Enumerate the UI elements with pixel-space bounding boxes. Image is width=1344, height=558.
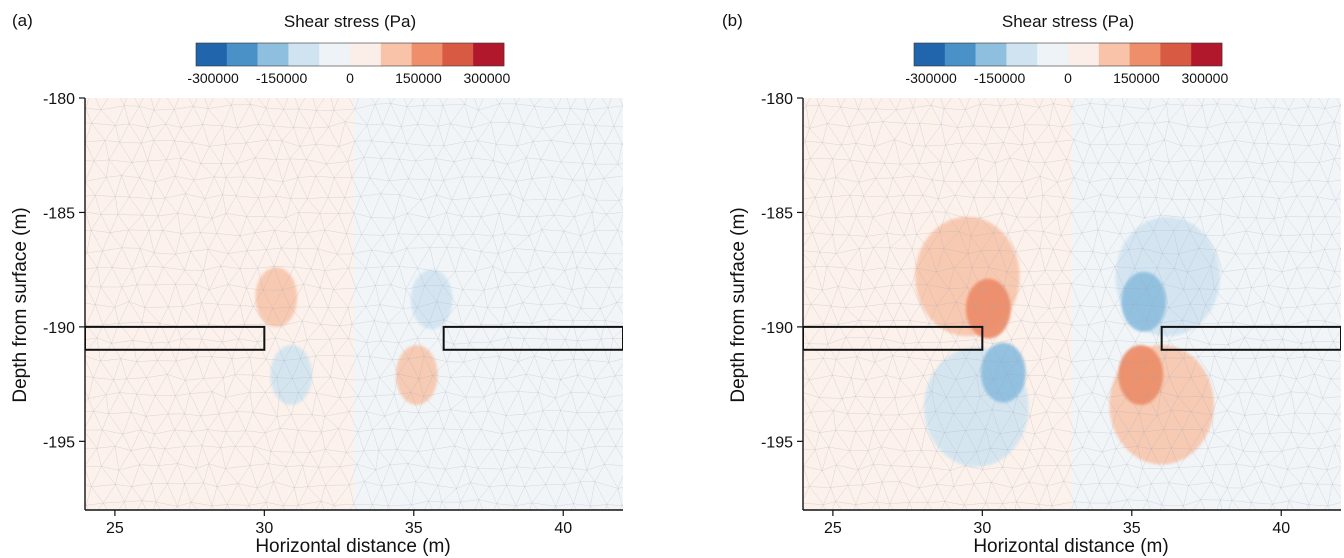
x-tick-label: 35: [405, 520, 423, 537]
x-tick-label: 35: [1123, 520, 1141, 537]
colorbar-swatch: [1068, 43, 1100, 66]
panel-label: (a): [12, 11, 33, 30]
panel-b: (b) Shear stress (Pa) -300000 -150000 0 150…: [722, 11, 1341, 557]
mesh-lines: [85, 98, 623, 510]
colorbar-frame: [195, 42, 505, 67]
mesh-lines: [803, 98, 1341, 510]
colorbar-swatch: [196, 43, 228, 66]
axes: 25 30 35 40 -180 -185 -190 -195: [43, 91, 623, 537]
x-axis-label: Horizontal distance (m): [255, 536, 450, 557]
y-tick-label: -195: [43, 434, 75, 451]
y-axis-label: Depth from surface (m): [10, 207, 31, 402]
colorbar-tick-label: -300000: [187, 70, 239, 86]
colorbar-title: Shear stress (Pa): [284, 12, 416, 31]
plot-area: 25 30 35 40 -180 -185 -190 -195: [43, 91, 623, 537]
y-tick-label: -190: [761, 320, 793, 337]
colorbar: -300000 -150000 0 150000 300000: [905, 42, 1229, 86]
colorbar-swatch: [411, 43, 443, 66]
y-tick-label: -180: [43, 91, 75, 108]
colorbar-tick-label: 300000: [1182, 70, 1229, 86]
stress-blob: [1121, 271, 1167, 332]
panel-a: (a) Shear stress (Pa) -300000 -150000 0 150…: [10, 11, 623, 557]
panel-label: (b): [722, 11, 743, 30]
colorbar-swatch: [350, 43, 382, 66]
colorbar-swatch: [944, 43, 976, 66]
x-tick-label: 25: [106, 520, 124, 537]
mesh: [803, 98, 1341, 510]
colorbar-tick-label: -150000: [256, 70, 308, 86]
stress-field: [803, 98, 1341, 510]
colorbar-swatch: [226, 43, 258, 66]
x-tick-label: 40: [1272, 520, 1290, 537]
colorbar-swatch: [1037, 43, 1069, 66]
colorbar-swatch: [1129, 43, 1161, 66]
colorbar-tick-label: 150000: [1113, 70, 1160, 86]
stress-blob: [410, 269, 453, 330]
stress-region: [85, 98, 354, 510]
colorbar-tick-label: 150000: [395, 70, 442, 86]
colorbar-tick-label: -150000: [974, 70, 1026, 86]
y-tick-label: -180: [761, 91, 793, 108]
stress-blob: [965, 278, 1011, 339]
y-tick-label: -190: [43, 320, 75, 337]
x-tick-label: 40: [554, 520, 572, 537]
x-tick-label: 30: [255, 520, 273, 537]
colorbar-swatch: [1191, 43, 1223, 66]
colorbar-swatch: [442, 43, 474, 66]
colorbar: -300000 -150000 0 150000 300000: [187, 42, 511, 86]
stress-field: [85, 98, 623, 510]
tunnel-outline: [85, 325, 266, 351]
stress-blob: [270, 345, 313, 405]
y-axis-label: Depth from surface (m): [728, 207, 749, 402]
colorbar-swatch: [473, 43, 505, 66]
y-tick-label: -195: [761, 434, 793, 451]
tunnel-outline: [1160, 325, 1341, 351]
axes: 25 30 35 40 -180 -185 -190 -195: [761, 91, 1341, 537]
colorbar-title: Shear stress (Pa): [1002, 12, 1134, 31]
colorbar-swatch: [1098, 43, 1130, 66]
y-tick-label: -185: [43, 205, 75, 222]
colorbar-swatch: [319, 43, 351, 66]
x-tick-label: 25: [824, 520, 842, 537]
stress-blob: [255, 267, 298, 328]
colorbar-swatch: [380, 43, 412, 66]
colorbar-swatch: [975, 43, 1007, 66]
colorbar-tick-label: -300000: [905, 70, 957, 86]
colorbar-swatch: [257, 43, 289, 66]
colorbar-tick-label: 0: [346, 70, 354, 86]
colorbar-tick-label: 0: [1064, 70, 1072, 86]
colorbar-frame: [913, 42, 1223, 67]
stress-region: [354, 98, 623, 510]
colorbar-swatch: [1006, 43, 1038, 66]
y-tick-label: -185: [761, 205, 793, 222]
colorbar-swatch: [288, 43, 320, 66]
stress-blob: [1118, 345, 1164, 405]
stress-blob: [980, 342, 1026, 403]
colorbar-swatch: [914, 43, 946, 66]
colorbar-swatch: [1160, 43, 1192, 66]
mesh: [85, 98, 623, 510]
plot-area: 25 30 35 40 -180 -185 -190 -195: [761, 91, 1341, 537]
x-tick-label: 30: [973, 520, 991, 537]
tunnel-outline: [442, 325, 623, 351]
tunnel-outline: [803, 325, 984, 351]
colorbar-tick-label: 300000: [464, 70, 511, 86]
x-axis-label: Horizontal distance (m): [973, 536, 1168, 557]
